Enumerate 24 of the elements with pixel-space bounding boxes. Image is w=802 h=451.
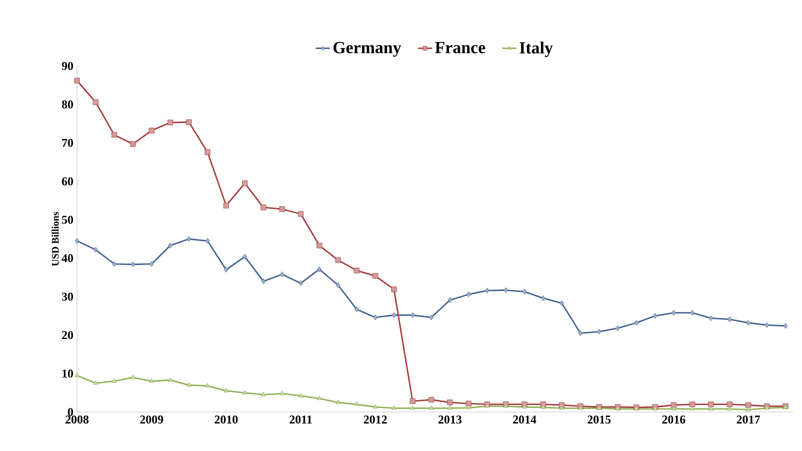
y-tick-label: 70 (62, 138, 74, 147)
x-tick-label: 2017 (736, 416, 760, 424)
legend-label: Italy (520, 42, 553, 58)
y-tick-label: 0 (68, 408, 74, 416)
x-tick-label: 2016 (662, 416, 686, 424)
y-tick-label: 20 (62, 331, 74, 340)
y-tick-label: 30 (62, 292, 74, 301)
y-tick-label: 60 (62, 177, 74, 186)
x-tick-label: 2011 (290, 416, 312, 424)
y-tick-label: 80 (62, 100, 74, 108)
y-tick-label: 10 (62, 370, 74, 378)
y-axis-title: USD Billions (52, 212, 59, 266)
y-tick-label: 50 (62, 216, 74, 224)
x-tick-label: 2009 (140, 416, 164, 424)
x-tick-label: 2013 (438, 416, 462, 424)
legend-label: Germany (333, 42, 402, 57)
x-tick-label: 2014 (513, 416, 536, 424)
x-tick-label: 2015 (588, 416, 611, 424)
x-tick-label: 2012 (364, 416, 387, 424)
legend-label: France (435, 42, 486, 54)
x-tick-label: 2008 (66, 416, 89, 424)
x-tick-label: 2010 (214, 416, 238, 424)
y-tick-label: 90 (62, 62, 74, 70)
y-tick-label: 40 (62, 254, 74, 262)
